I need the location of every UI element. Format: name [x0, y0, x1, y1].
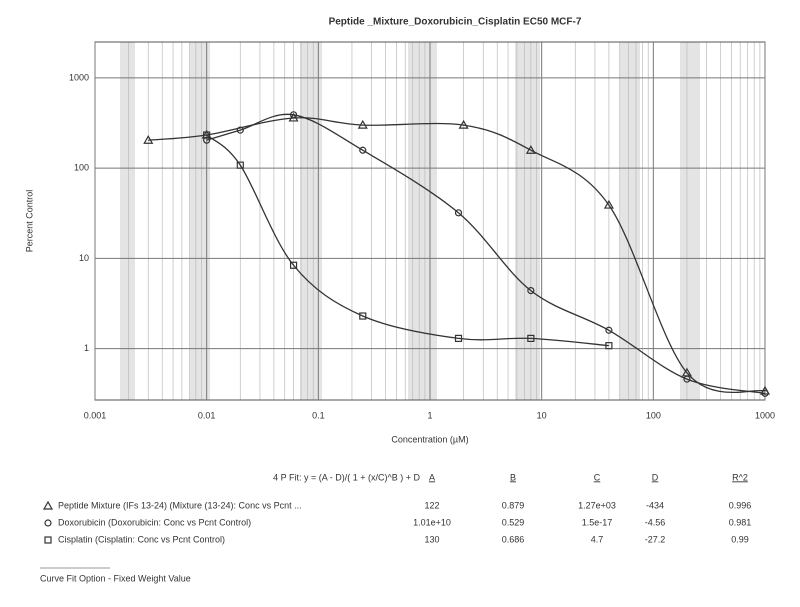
table-header: R^2 — [732, 472, 748, 482]
data-point — [527, 334, 535, 342]
shade-band — [408, 42, 437, 400]
x-tick-label: 1 — [427, 410, 432, 420]
table-cell: 122 — [424, 500, 439, 510]
x-tick-label: 100 — [646, 410, 661, 420]
shade-band — [120, 42, 135, 400]
chart-title: Peptide _Mixture_Doxorubicin_Cisplatin E… — [329, 17, 582, 28]
row-marker — [44, 519, 52, 527]
table-cell: 0.529 — [502, 517, 525, 527]
data-point — [289, 261, 298, 269]
fit-equation: 4 P Fit: y = (A - D)/( 1 + (x/C)^B ) + D — [273, 472, 420, 482]
x-tick-label: 10 — [537, 410, 547, 420]
data-point — [525, 145, 536, 154]
row-name: Doxorubicin (Doxorubicin: Conc vs Pcnt C… — [58, 517, 251, 527]
table-cell: -27.2 — [645, 534, 666, 544]
table-cell: 0.686 — [502, 534, 525, 544]
data-point — [359, 312, 367, 320]
table-cell: 0.99 — [731, 534, 749, 544]
data-point — [203, 136, 211, 144]
shade-band — [680, 42, 700, 400]
table-cell: 1.27e+03 — [578, 500, 616, 510]
table-cell: 1.5e-17 — [582, 517, 613, 527]
x-tick-label: 0.001 — [84, 410, 107, 420]
row-name: Cisplatin (Cisplatin: Conc vs Pcnt Contr… — [58, 534, 225, 544]
table-header: D — [652, 472, 659, 482]
data-point — [761, 389, 769, 397]
y-axis-label: Percent Control — [24, 190, 34, 253]
y-tick-label: 100 — [74, 163, 89, 173]
table-cell: 0.879 — [502, 500, 525, 510]
table-header: B — [510, 472, 516, 482]
row-marker — [44, 536, 52, 544]
data-point — [605, 342, 613, 350]
x-tick-label: 0.01 — [198, 410, 216, 420]
data-point — [454, 209, 463, 217]
data-point — [527, 287, 535, 295]
data-point — [359, 146, 367, 154]
y-tick-label: 1 — [84, 343, 89, 353]
data-point — [236, 161, 244, 169]
data-point — [454, 334, 463, 342]
data-point — [289, 111, 298, 119]
fit-footer: Curve Fit Option - Fixed Weight Value — [40, 573, 191, 583]
table-cell: -4.56 — [645, 517, 666, 527]
data-point — [236, 126, 244, 134]
data-point — [605, 326, 613, 334]
table-header: A — [429, 472, 435, 482]
data-point — [683, 375, 691, 383]
table-cell: 0.981 — [729, 517, 752, 527]
table-cell: 1.01e+10 — [413, 517, 451, 527]
table-header: C — [594, 472, 601, 482]
fit-curve — [206, 113, 766, 394]
row-name: Peptide Mixture (IFs 13-24) (Mixture (13… — [58, 500, 302, 510]
table-cell: 4.7 — [591, 534, 604, 544]
data-point — [357, 119, 368, 129]
shade-band — [620, 42, 640, 400]
y-tick-label: 1000 — [69, 72, 89, 82]
y-tick-label: 10 — [79, 253, 89, 263]
data-point — [458, 119, 469, 129]
shade-band — [300, 42, 322, 400]
x-tick-label: 0.1 — [312, 410, 325, 420]
data-point — [203, 131, 211, 139]
data-point — [143, 135, 154, 144]
data-point — [603, 199, 614, 209]
table-cell: -434 — [646, 500, 664, 510]
x-tick-label: 1000 — [755, 410, 775, 420]
row-marker — [42, 500, 54, 510]
table-cell: 0.996 — [729, 500, 752, 510]
table-cell: 130 — [424, 534, 439, 544]
x-axis-label: Concentration (µM) — [391, 434, 468, 444]
